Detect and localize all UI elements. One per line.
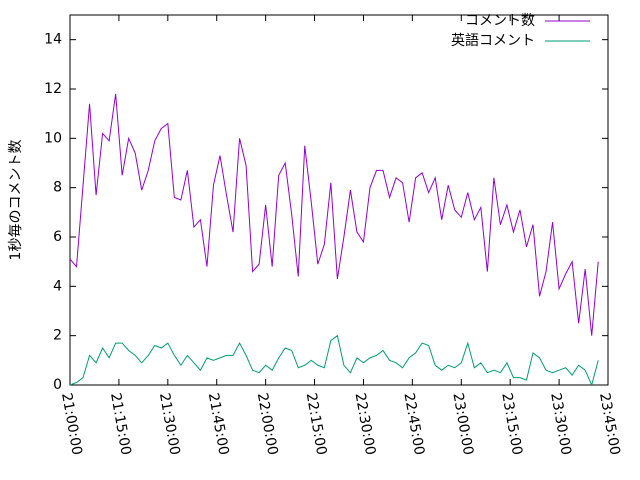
x-tick-label: 21:30:00 xyxy=(156,392,183,457)
x-tick-label: 21:45:00 xyxy=(205,392,232,457)
y-tick-label: 10 xyxy=(44,130,62,146)
y-tick-label: 12 xyxy=(44,81,62,97)
x-tick-label: 21:00:00 xyxy=(58,392,85,457)
y-axis-label: 1秒毎のコメント数 xyxy=(8,140,24,261)
x-tick-label: 21:15:00 xyxy=(107,392,134,457)
x-tick-label: 22:45:00 xyxy=(400,392,427,457)
plot-frame xyxy=(69,14,609,386)
x-tick-label: 23:00:00 xyxy=(449,392,476,457)
x-tick-label: 22:30:00 xyxy=(352,392,379,457)
legend-label: 英語コメント xyxy=(451,32,535,49)
y-tick-label: 8 xyxy=(53,180,62,196)
x-tick-label: 23:30:00 xyxy=(547,392,574,457)
x-tick-label: 23:45:00 xyxy=(596,392,623,457)
y-tick-label: 2 xyxy=(53,328,62,344)
x-tick-label: 22:15:00 xyxy=(303,392,330,457)
series-line xyxy=(69,334,599,387)
legend-label: コメント数 xyxy=(465,13,535,29)
y-tick-label: 14 xyxy=(44,32,62,48)
y-tick-label: 4 xyxy=(53,278,62,294)
series-line xyxy=(69,93,599,336)
x-tick-label: 23:15:00 xyxy=(498,392,525,457)
y-tick-label: 6 xyxy=(53,229,62,245)
x-tick-label: 22:00:00 xyxy=(254,392,281,457)
y-tick-label: 0 xyxy=(53,377,62,393)
